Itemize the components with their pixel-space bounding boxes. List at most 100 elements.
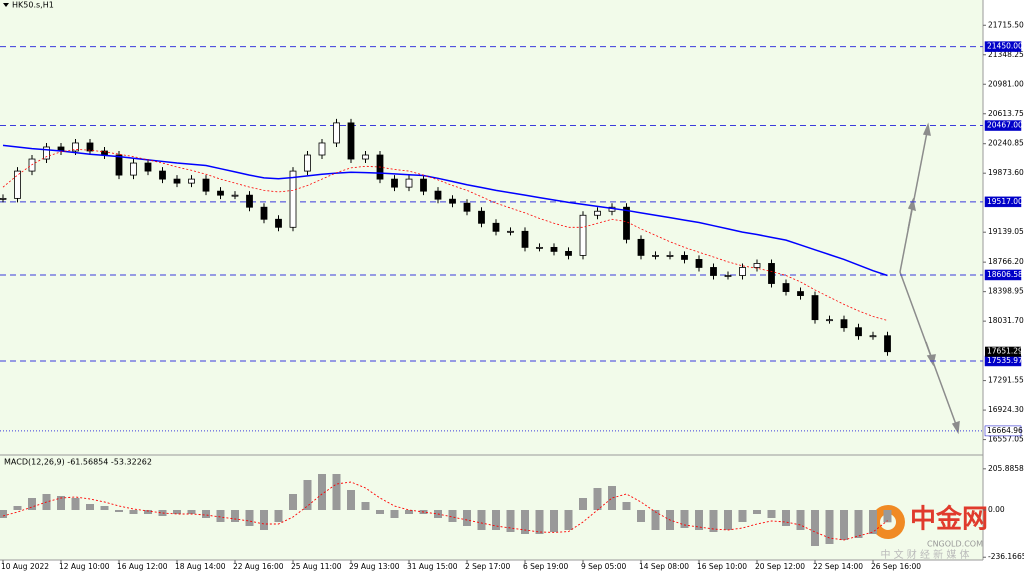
x-tick-label: 2 Sep 17:00	[465, 562, 511, 571]
macd-bar	[376, 510, 384, 514]
x-tick-label: 22 Aug 16:00	[233, 562, 284, 571]
y-tick-label: 21348.25	[988, 50, 1024, 59]
candle	[144, 159, 152, 176]
candle-body	[188, 178, 195, 184]
macd-bar	[202, 510, 210, 518]
candle-body	[405, 178, 413, 188]
candle	[260, 203, 268, 224]
candle	[478, 207, 485, 228]
candle-body	[652, 255, 659, 257]
candle	[492, 219, 500, 236]
candle	[695, 255, 703, 272]
candle	[347, 118, 355, 164]
x-tick-label: 31 Aug 15:00	[407, 562, 458, 571]
candle-body	[695, 259, 703, 268]
macd-bar	[492, 510, 500, 530]
candle-body	[724, 275, 732, 277]
candle	[652, 251, 659, 260]
site-text: CNGOLD.COM	[927, 540, 983, 549]
candle	[202, 175, 210, 196]
level-label: 20467.00	[987, 121, 1023, 130]
y-tick-label: 20240.85	[988, 139, 1024, 148]
x-tick-label: 25 Aug 11:00	[291, 562, 342, 571]
candle-body	[289, 170, 297, 228]
candle-body	[478, 210, 485, 224]
x-tick-label: 6 Sep 19:00	[523, 562, 569, 571]
level-label: 19517.00	[987, 197, 1023, 206]
candle	[318, 138, 326, 160]
candle	[362, 151, 369, 164]
candle-body	[347, 122, 355, 160]
candle-body	[333, 122, 340, 144]
macd-bar	[869, 510, 877, 534]
candle	[304, 151, 311, 176]
candle-body	[173, 178, 181, 184]
macd-bar	[57, 496, 65, 510]
candle	[869, 331, 877, 340]
candle-body	[579, 214, 587, 256]
logo-text: 中金网	[910, 504, 988, 535]
candle-body	[217, 190, 224, 196]
candle-body	[637, 238, 645, 256]
x-tick-label: 12 Aug 10:00	[59, 562, 110, 571]
candle-body	[304, 154, 311, 172]
x-tick-label: 16 Sep 10:00	[697, 562, 747, 571]
candle-body	[246, 194, 253, 208]
candle-body	[536, 246, 543, 249]
macd-bar	[506, 510, 515, 532]
macd-bar	[477, 510, 486, 530]
x-tick-label: 22 Sep 14:00	[813, 562, 863, 571]
candle-body	[826, 319, 833, 322]
level-label: 21450.00	[987, 42, 1023, 51]
y-tick-label: 20981.00	[988, 79, 1024, 88]
candle	[681, 251, 688, 264]
macd-bar	[724, 510, 732, 530]
x-tick-label: 29 Aug 13:00	[349, 562, 400, 571]
candle	[0, 194, 7, 203]
macd-bar	[550, 510, 558, 532]
candle	[231, 191, 239, 200]
candle	[115, 151, 123, 180]
plot-area	[0, 0, 983, 560]
macd-bar	[260, 510, 268, 530]
candle	[623, 203, 630, 244]
macd-bar	[318, 474, 326, 510]
macd-bar	[883, 510, 892, 523]
x-tick-label: 14 Sep 08:00	[639, 562, 689, 571]
x-tick-label: 10 Aug 2022	[1, 562, 49, 571]
candle	[637, 235, 645, 260]
macd-bar	[796, 510, 805, 530]
candle-body	[434, 190, 442, 200]
macd-bar	[579, 498, 587, 510]
candle-body	[144, 162, 152, 172]
candle	[86, 138, 94, 155]
ma-line	[2, 148, 888, 321]
candle	[782, 279, 790, 296]
macd-bar	[680, 510, 689, 528]
level-label-box	[984, 425, 1022, 437]
macd-title: MACD(12,26,9) -61.56854 -53.32262	[4, 458, 152, 467]
candle-body	[666, 255, 674, 257]
macd-bar	[448, 510, 457, 522]
candle	[43, 142, 50, 164]
x-tick-label: 26 Sep 16:00	[871, 562, 921, 571]
candle	[420, 175, 427, 196]
candle	[173, 175, 181, 188]
candle-body	[768, 263, 775, 284]
y-tick-label: 21715.50	[988, 20, 1024, 29]
macd-bar	[129, 510, 138, 514]
candle-body	[72, 142, 79, 152]
macd-bar	[854, 510, 863, 538]
candle-body	[318, 142, 326, 156]
y-tick-label: 19873.60	[988, 168, 1024, 177]
candle	[565, 247, 572, 260]
macd-bar	[303, 480, 312, 510]
macd-bar	[564, 510, 573, 530]
ma-line	[2, 481, 888, 541]
macd-bar	[86, 504, 94, 510]
candle-body	[623, 206, 630, 240]
candle	[14, 167, 21, 203]
candle-body	[782, 283, 790, 292]
macd-bar	[187, 510, 196, 514]
candle	[826, 315, 833, 324]
